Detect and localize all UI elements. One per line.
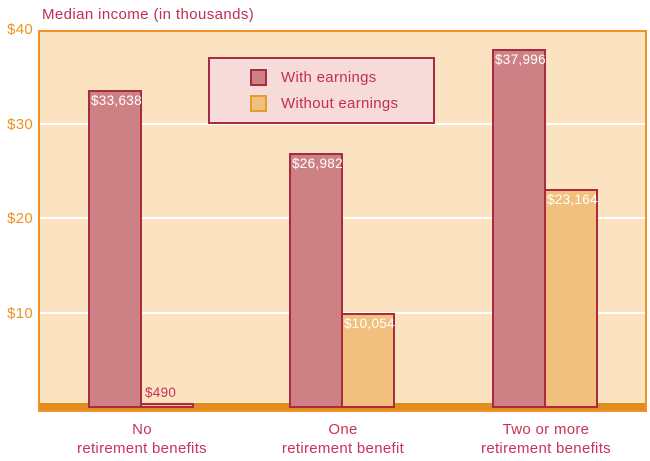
- legend-label: Without earnings: [281, 95, 399, 113]
- value-label: $33,638: [91, 93, 142, 109]
- bar-with-earnings: [289, 153, 343, 408]
- value-label: $37,996: [495, 51, 546, 67]
- bar-without-earnings: [341, 313, 395, 408]
- without-earnings-swatch-icon: [250, 95, 267, 113]
- value-label: $490: [145, 385, 177, 401]
- y-tick-label: $20: [7, 210, 33, 227]
- category-label: Two or more retirement benefits: [481, 421, 611, 457]
- bar-without-earnings: [544, 189, 598, 408]
- legend-label: With earnings: [281, 68, 377, 86]
- y-tick-label: $30: [7, 115, 33, 133]
- bar-without-earnings: [140, 403, 194, 408]
- bar-with-earnings: [88, 90, 142, 408]
- value-label: $10,054: [344, 315, 395, 331]
- value-label: $26,982: [292, 156, 343, 172]
- with-earnings-swatch-icon: [250, 68, 267, 86]
- legend-item-with-earnings: With earnings: [250, 68, 433, 86]
- y-tick-label: $40: [7, 21, 33, 38]
- y-tick-label: $10: [7, 304, 33, 322]
- bar-with-earnings: [492, 48, 546, 408]
- category-label: No retirement benefits: [77, 421, 207, 457]
- legend: With earnings Without earnings: [208, 57, 435, 124]
- legend-item-without-earnings: Without earnings: [250, 95, 433, 113]
- value-label: $23,164: [547, 192, 598, 208]
- chart-title: Median income (in thousands): [42, 6, 255, 23]
- category-label: One retirement benefit: [281, 421, 405, 457]
